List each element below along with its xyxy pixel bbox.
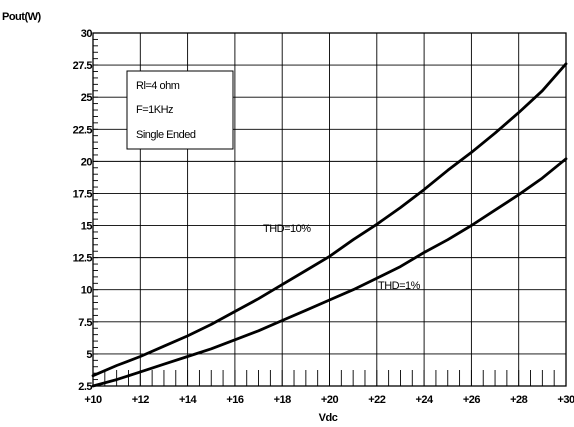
- y-tick-label: 17.5: [73, 188, 93, 200]
- x-tick-label: +12: [132, 394, 150, 406]
- y-tick-label: 27.5: [73, 60, 93, 72]
- legend-line-frequency: F=1KHz: [136, 104, 173, 116]
- y-axis-title: Pout(W): [2, 11, 41, 23]
- legend-line-load: Rl=4 ohm: [136, 80, 180, 92]
- y-tick-label: 10: [81, 285, 93, 297]
- x-tick-label: +10: [84, 394, 102, 406]
- x-tick-label: +22: [368, 394, 386, 406]
- y-tick-label: 22.5: [73, 124, 93, 136]
- x-tick-label: +20: [321, 394, 339, 406]
- y-tick-label: 7.5: [78, 317, 92, 329]
- series-line-thd-10: [91, 62, 568, 378]
- y-tick-label: 15: [81, 221, 93, 233]
- label-thd-10: THD=10%: [263, 223, 311, 235]
- y-tick-label: 30: [81, 28, 93, 40]
- x-tick-label: +16: [226, 394, 244, 406]
- legend-line-mode: Single Ended: [136, 129, 196, 141]
- y-tick-label: 2.5: [78, 381, 92, 393]
- legend-box: Rl=4 ohm F=1KHz Single Ended: [126, 70, 234, 150]
- x-tick-label: +24: [416, 394, 435, 406]
- x-axis-title: Vdc: [319, 412, 338, 424]
- label-thd-1: THD=1%: [378, 280, 421, 292]
- y-tick-labels: 2.5 5 7.5 10 12.5 15 17.5 20 22.5 25 27.5 30: [73, 28, 93, 393]
- y-tick-label: 20: [81, 156, 93, 168]
- y-tick-label: 12.5: [73, 253, 93, 265]
- x-tick-labels: +10 +12 +14 +16 +18 +20 +22 +24 +26 +28 +30: [84, 394, 574, 406]
- legend-box-frame: [126, 70, 234, 150]
- y-tick-label: 25: [81, 92, 93, 104]
- x-tick-label: +18: [274, 394, 292, 406]
- x-tick-label: +14: [179, 394, 198, 406]
- plot-frame: [92, 32, 567, 387]
- x-tick-label: +28: [510, 394, 528, 406]
- series-line-thd-1: [91, 157, 568, 388]
- y-tick-label: 5: [86, 349, 92, 361]
- series-layer: [91, 62, 568, 388]
- x-tick-label: +30: [557, 394, 574, 406]
- x-tick-label: +26: [463, 394, 481, 406]
